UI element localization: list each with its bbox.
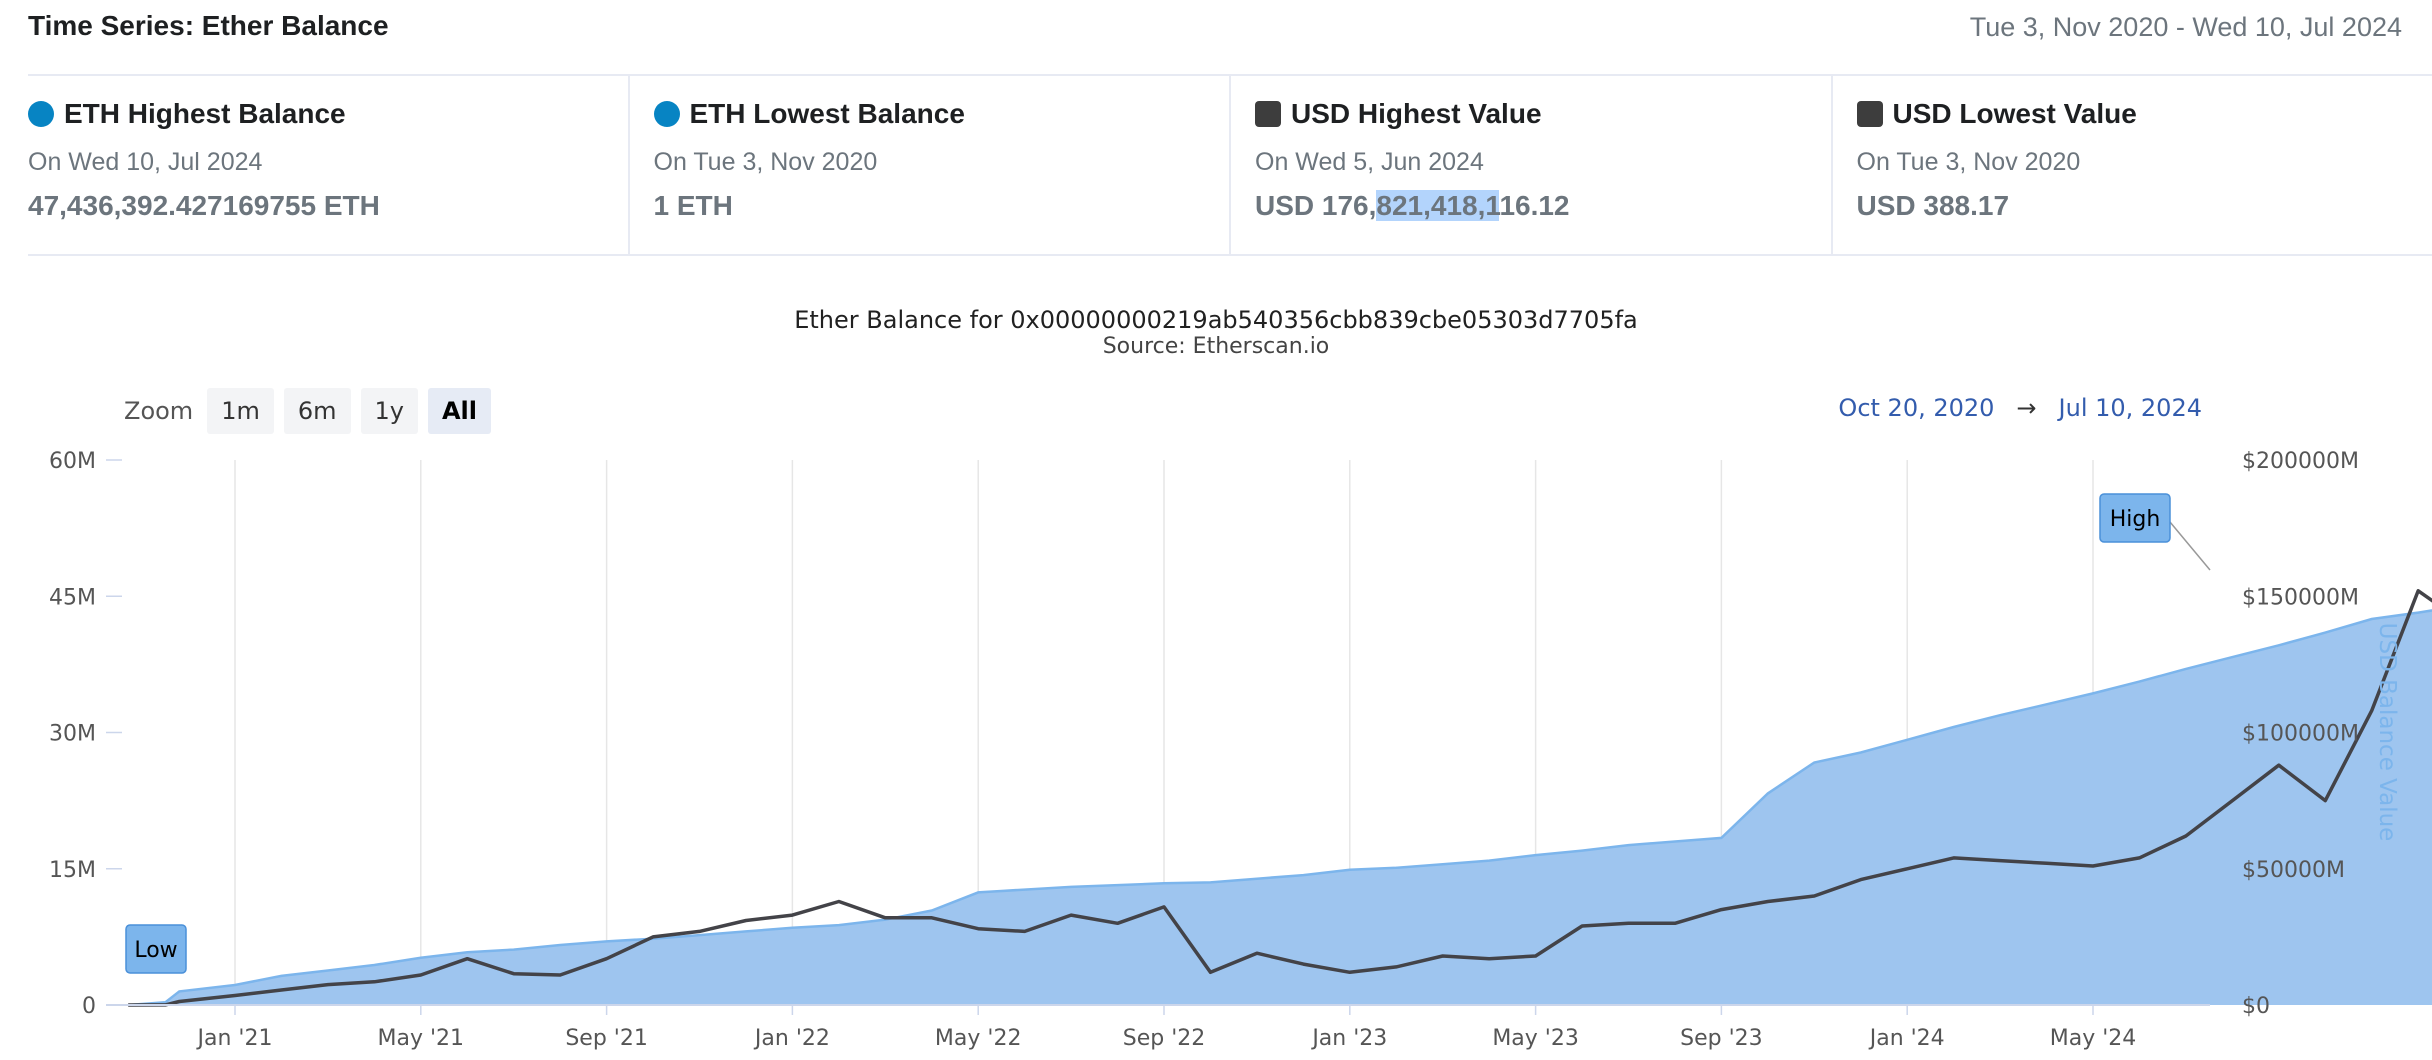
x-tick-label: Jan '24 xyxy=(1868,1026,1945,1051)
zoom-label: Zoom xyxy=(124,397,194,425)
y-right-tick-label: $100000M xyxy=(2242,722,2359,747)
range-to-input[interactable]: Jul 10, 2024 xyxy=(2058,394,2202,422)
low-annotation-box xyxy=(125,924,187,974)
x-tick-label: Jan '23 xyxy=(1310,1026,1387,1051)
stat-date: On Wed 10, Jul 2024 xyxy=(28,148,263,176)
annotations: Low High xyxy=(125,493,2211,974)
chart-title: Ether Balance for 0x00000000219ab540356c… xyxy=(794,306,1638,334)
divider-bottom xyxy=(28,254,2432,256)
y-right-tick-label: $150000M xyxy=(2242,585,2359,610)
stat-label: ETH Lowest Balance xyxy=(689,98,965,129)
range-arrow: → xyxy=(2016,394,2037,422)
stat-label: ETH Highest Balance xyxy=(64,98,346,129)
stat-eth-lowest: ETH Lowest Balance On Tue 3, Nov 2020 1 … xyxy=(630,76,1231,254)
stat-value-selected: 821,418,1 xyxy=(1376,190,1500,221)
zoom-all-button[interactable]: All xyxy=(427,388,492,434)
stat-value: 47,436,392.427169755 ETH xyxy=(28,190,380,221)
usd-square-icon xyxy=(1856,101,1883,127)
stat-eth-highest: ETH Highest Balance On Wed 10, Jul 2024 … xyxy=(28,76,630,254)
low-annotation-label: Low xyxy=(134,938,177,963)
stat-value: 1 ETH xyxy=(653,190,733,221)
zoom-1m-button[interactable]: 1m xyxy=(207,388,274,434)
y-right-tick-label: $200000M xyxy=(2242,449,2359,474)
x-tick-label: May '23 xyxy=(1492,1026,1579,1051)
x-tick-label: Jan '22 xyxy=(753,1026,830,1051)
stat-date: On Wed 5, Jun 2024 xyxy=(1255,148,1484,176)
axes: Jan '21 May '21 Sep '21 Jan '22 May '22 Sep '… xyxy=(49,449,2400,1051)
y-left-tick-label: 30M xyxy=(49,722,96,747)
high-annotation-box xyxy=(2099,493,2171,543)
eth-dot-icon xyxy=(28,101,54,127)
stat-value: USD 388.17 xyxy=(1856,190,2010,221)
stat-label: USD Highest Value xyxy=(1291,98,1542,129)
page-title: Time Series: Ether Balance xyxy=(28,10,389,41)
zoom-1y-button[interactable]: 1y xyxy=(360,388,418,434)
chart-subtitle: Source: Etherscan.io xyxy=(1102,334,1330,359)
header-date-range: Tue 3, Nov 2020 - Wed 10, Jul 2024 xyxy=(1969,12,2402,42)
y-right-tick-label: $0 xyxy=(2242,994,2270,1019)
stat-label: USD Lowest Value xyxy=(1892,98,2137,129)
eth-balance-area[interactable] xyxy=(128,575,2432,1006)
eth-balance-line[interactable] xyxy=(128,575,2432,1007)
y-right-axis-title: USD Balance Value xyxy=(2374,623,2400,842)
stat-usd-highest: USD Highest Value On Wed 5, Jun 2024 USD… xyxy=(1231,76,1833,254)
zoom-controls: Zoom 1m 6m 1y All xyxy=(124,388,492,434)
y-left-tick-label: 45M xyxy=(49,585,96,610)
stat-value-post: 16.12 xyxy=(1499,190,1570,221)
y-left-tick-label: 0 xyxy=(82,994,96,1019)
high-annotation-label: High xyxy=(2110,507,2161,532)
y-left-tick-label: 15M xyxy=(49,858,96,883)
x-tick-label: Sep '22 xyxy=(1123,1026,1206,1051)
stat-usd-lowest: USD Lowest Value On Tue 3, Nov 2020 USD … xyxy=(1833,76,2432,254)
range-from-input[interactable]: Oct 20, 2020 xyxy=(1838,394,1995,422)
high-annotation-connector xyxy=(2169,521,2211,571)
divider-top xyxy=(28,74,2432,76)
stat-head: ETH Highest Balance xyxy=(28,98,346,130)
eth-dot-icon xyxy=(653,101,680,127)
stat-date: On Tue 3, Nov 2020 xyxy=(653,148,878,176)
stat-value: USD 176,821,418,116.12 xyxy=(1255,190,1570,222)
stats-row: ETH Highest Balance On Wed 10, Jul 2024 … xyxy=(28,76,2432,254)
stat-head: USD Highest Value xyxy=(1255,98,1542,130)
x-tick-label: Sep '23 xyxy=(1680,1026,1763,1051)
zoom-6m-button[interactable]: 6m xyxy=(283,388,351,434)
x-tick-label: Sep '21 xyxy=(565,1026,648,1051)
stat-head: USD Lowest Value xyxy=(1856,98,2137,130)
x-tick-label: May '21 xyxy=(378,1026,465,1051)
usd-value-line[interactable] xyxy=(128,555,2432,1007)
y-right-tick-label: $50000M xyxy=(2242,858,2345,883)
stat-value-pre: USD 176, xyxy=(1255,190,1377,221)
range-selector: Oct 20, 2020 → Jul 10, 2024 xyxy=(1838,394,2202,422)
y-left-tick-label: 60M xyxy=(49,449,96,474)
x-tick-label: May '24 xyxy=(2050,1026,2137,1051)
stat-head: ETH Lowest Balance xyxy=(653,98,965,130)
stat-date: On Tue 3, Nov 2020 xyxy=(1856,148,2081,176)
usd-square-icon xyxy=(1255,101,1281,127)
x-tick-label: Jan '21 xyxy=(196,1026,273,1051)
x-tick-label: May '22 xyxy=(935,1026,1022,1051)
